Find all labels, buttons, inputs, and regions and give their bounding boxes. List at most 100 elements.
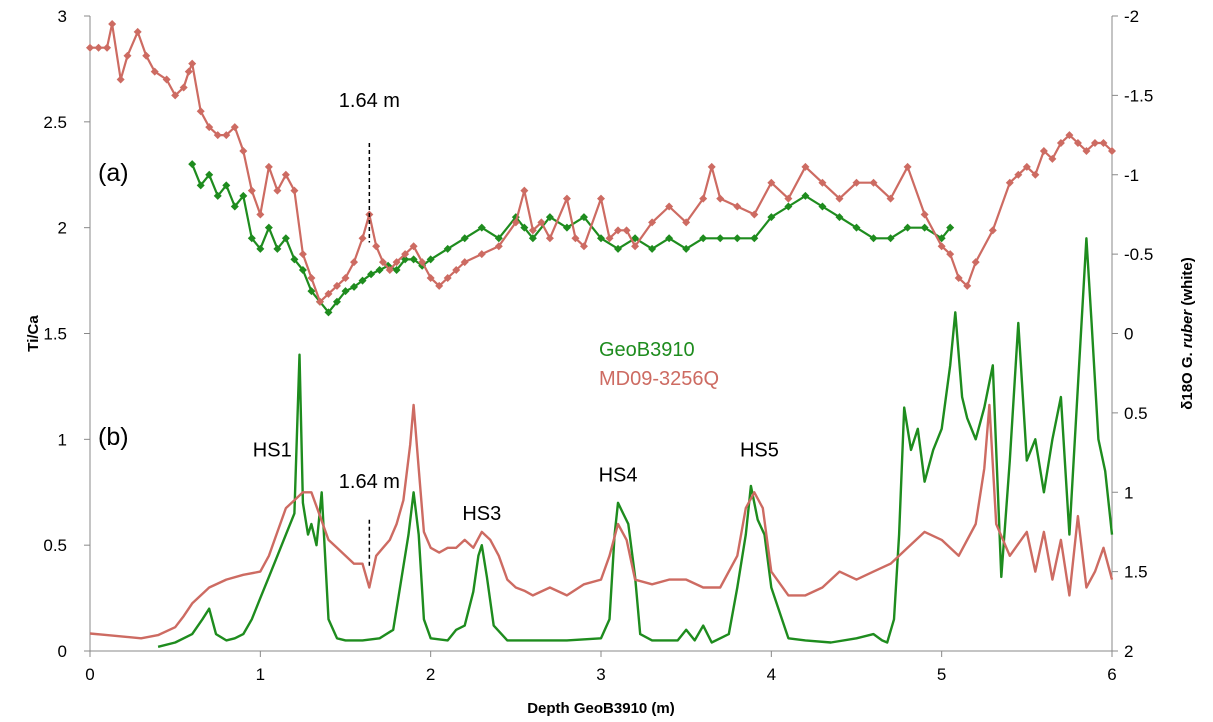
geob3910-panel-a-marker [784,202,793,211]
y-right-axis-title-part: ruber [1179,309,1196,349]
md09-3256q-panel-a-marker [94,43,103,52]
md09-3256q-panel-a-marker [256,210,265,219]
md09-3256q-panel-a-marker [213,131,222,140]
legend: GeoB3910 MD09-3256Q [599,339,719,390]
geob3910-panel-a-marker [401,255,410,264]
x-tick-label: 0 [85,665,94,684]
geob3910-panel-a-marker [682,244,691,253]
md09-3256q-panel-a-marker [1065,131,1074,140]
geob3910-panel-a-marker [545,213,554,222]
depth-annotation: 1.64 m [339,90,400,112]
depth-annotation: 1.64 m [339,471,400,493]
y-left-tick-label: 1.5 [43,325,67,344]
md09-3256q-panel-a-marker [324,289,333,298]
geob3910-panel-a-marker [699,234,708,243]
annotations: 1.64 m 1.64 m HS1 HS3 HS4 HS5 (a) (b) [98,90,779,567]
md09-3256q-panel-a-marker [707,162,716,171]
geob3910-panel-a-marker [835,213,844,222]
md09-3256q-panel-a-marker [605,234,614,243]
md09-3256q-panel-a-marker [392,258,401,267]
panel-label-a: (a) [98,159,129,187]
geob3910-panel-a-marker [273,244,282,253]
geob3910-panel-a-marker [733,234,742,243]
md09-3256q-panel-a-marker [1022,162,1031,171]
y-left-tick-label: 2.5 [43,113,67,132]
x-tick-label: 5 [937,665,946,684]
y-right-tick-label: 2 [1124,642,1133,661]
geob3910-panel-a-marker [443,244,452,253]
geob3910-panel-a-marker [247,234,256,243]
md09-3256q-panel-a-marker [1099,139,1108,147]
md09-3256q-panel-a-marker [150,67,159,76]
geob3910-panel-a-marker [579,213,588,222]
md09-3256q-panel-a-marker [452,266,461,274]
md09-3256q-panel-a-marker [562,194,571,203]
md09-3256q-panel-a-marker [801,162,810,171]
y-left-tick-label: 1 [58,430,67,449]
md09-3256q-panel-a-marker [622,226,631,235]
md09-3256q-panel-a-marker [162,75,171,84]
x-tick-label: 3 [596,665,605,684]
x-tick-label: 4 [767,665,776,684]
geob3910-panel-a-marker [750,234,759,243]
geob3910-panel-a-marker [213,191,222,200]
geob3910-panel-a-marker [281,234,290,243]
y-left-tick-label: 0.5 [43,536,67,555]
md09-3256q-panel-a-marker [409,242,418,251]
md09-3256q-panel-a-marker [750,210,759,219]
geob3910-panel-a-marker [256,244,265,253]
md09-3256q-panel-a-marker [733,202,742,211]
legend-md09-3256q: MD09-3256Q [599,368,719,390]
geob3910-panel-a-marker [205,170,214,179]
geob3910-panel-a-marker [222,181,231,190]
md09-3256q-panel-a-marker [1039,146,1048,155]
md09-3256q-panel-a-marker [350,258,359,267]
md09-3256q-panel-a-marker [946,250,955,259]
geob3910-panel-b-line [157,237,1114,648]
md09-3256q-panel-a-marker [571,234,580,243]
geob3910-panel-a-marker [188,160,197,169]
axis-labels: Depth GeoB3910 (m) Ti/Ca δ18O G. ruber (wh… [25,257,1196,717]
md09-3256q-panel-a-marker [123,51,132,60]
md09-3256q-panel-a-marker [631,242,640,251]
y-left-tick-label: 2 [58,219,67,238]
geob3910-panel-a-marker [409,255,418,264]
md09-3256q-panel-a-marker [988,226,997,235]
geob3910-panel-a-marker [426,255,435,264]
y-left-tick-label: 0 [58,642,67,661]
geob3910-panel-a-marker [903,223,912,232]
md09-3256q-panel-a-marker [418,258,427,267]
md09-3256q-panel-a-marker [372,242,381,251]
md09-3256q-panel-a-marker [784,194,793,203]
md09-3256q-panel-a-marker [920,210,929,219]
md09-3256q-panel-a-marker [230,123,239,132]
md09-3256q-panel-a-marker [511,218,520,227]
geob3910-panel-a-marker [230,202,239,211]
md09-3256q-panel-a-marker [963,281,972,290]
md09-3256q-panel-a-marker [835,194,844,203]
y-right-tick-label: -1 [1124,166,1139,185]
md09-3256q-panel-a-marker [545,234,554,243]
y-left-axis-title: Ti/Ca [25,315,42,352]
md09-3256q-panel-a-marker [264,162,273,171]
md09-3256q-panel-a-marker [239,146,248,155]
md09-3256q-panel-a-marker [443,273,452,282]
md09-3256q-panel-a-marker [1056,139,1065,147]
panel-label-b: (b) [98,423,129,451]
geob3910-panel-a-marker [614,244,623,253]
md09-3256q-panel-a-marker [273,186,282,195]
md09-3256q-panel-a-marker [290,186,299,195]
md09-3256q-panel-a-marker [682,218,691,227]
axis-ticks: 0 1 2 3 4 5 6 0 0.5 1 1.5 2 2.5 3 -2 -1.5 -1 -0.5 0 0.5 1 1.5… [43,7,1153,684]
geob3910-panel-a-marker [477,223,486,232]
md09-3256q-panel-a-marker [116,75,125,84]
md09-3256q-panel-a-marker [86,43,94,52]
md09-3256q-panel-a-marker [315,297,324,306]
geob3910-panel-a-marker [818,202,827,211]
md09-3256q-panel-a-marker [205,123,214,132]
geob3910-panel-a-marker [290,255,299,264]
md09-3256q-panel-a-marker [1048,154,1057,163]
md09-3256q-panel-a-marker [477,250,486,259]
md09-3256q-panel-a-marker [341,273,350,282]
